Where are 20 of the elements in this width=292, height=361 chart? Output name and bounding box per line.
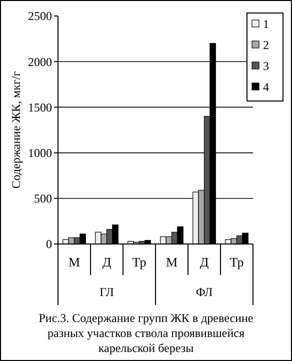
x-tick-label: Тр <box>132 254 146 270</box>
y-tick-label: 1500 <box>28 100 52 114</box>
x-tick-label: М <box>68 254 80 270</box>
x-tick-label: М <box>166 254 178 270</box>
y-tick-label: 500 <box>34 192 52 206</box>
y-axis-title: Содержание ЖК, мкг/г <box>9 71 23 189</box>
text: ГЛ <box>100 285 114 300</box>
x-tick-label: Д <box>102 254 112 270</box>
x-tick-label: Д <box>200 254 209 270</box>
text: ФЛ <box>196 285 213 300</box>
x-tick-label: Тр <box>230 254 244 270</box>
legend-label: 2 <box>263 38 269 52</box>
legend-label: 1 <box>263 17 269 32</box>
y-tick-label: 2500 <box>28 9 52 24</box>
text: Рис.3. Содержание групп ЖК в древесине разных участков ствола проявившейся карельской березы <box>38 311 254 356</box>
legend-label: 3 <box>263 59 269 74</box>
y-tick-label: 1000 <box>28 146 52 160</box>
legend-label: 4 <box>263 80 269 94</box>
y-tick-label: 2000 <box>28 54 52 69</box>
y-tick-label: 0 <box>46 237 52 252</box>
